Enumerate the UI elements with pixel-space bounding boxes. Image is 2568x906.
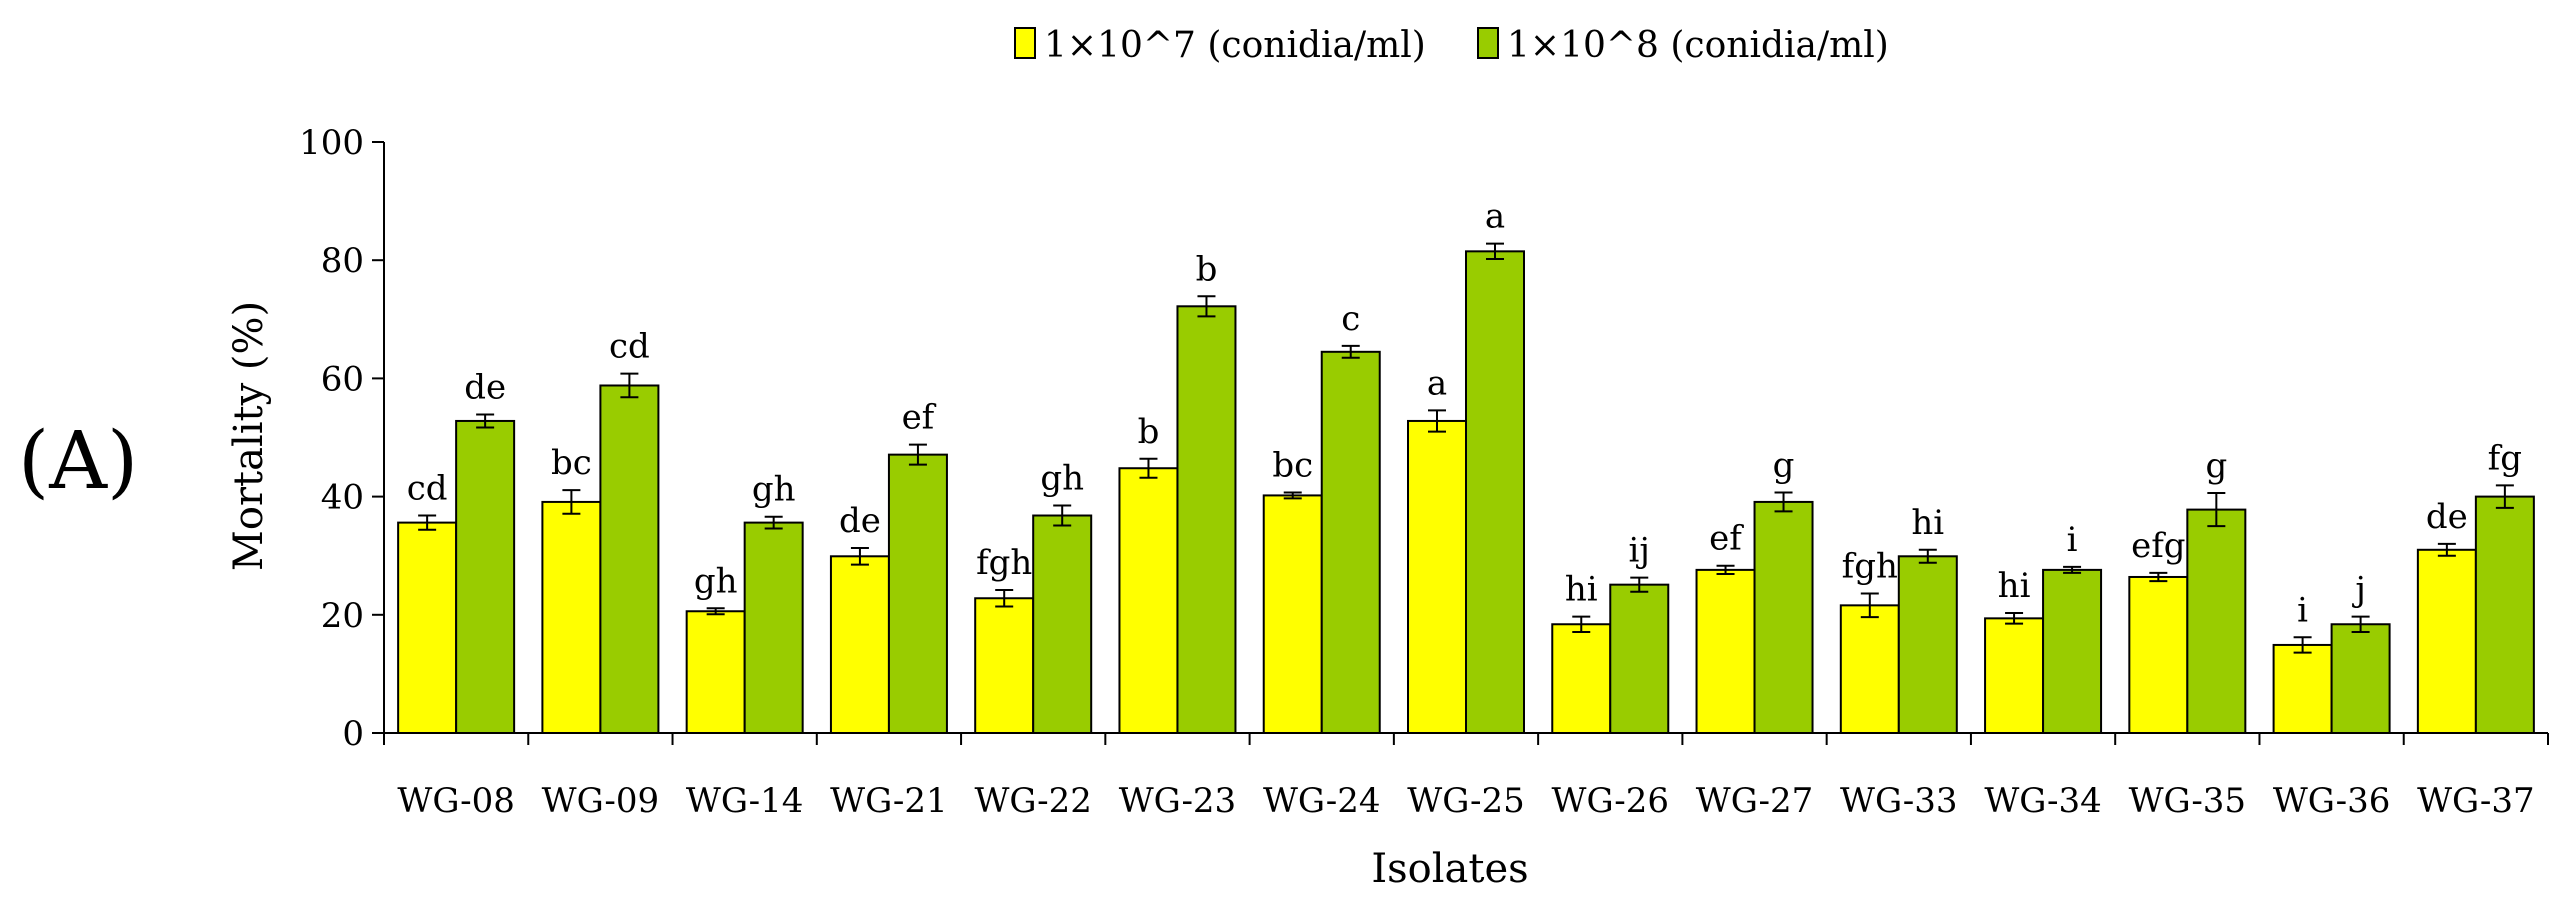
x-axis-title: Isolates [1371,846,1528,892]
bar-series-1 [974,597,1035,735]
significance-letter: bc [1272,445,1313,485]
x-tick-label: WG-36 [2273,781,2391,821]
bar-series-2 [455,419,516,734]
bar-series-1 [1839,604,1900,734]
bar-series-2 [2042,568,2103,734]
significance-letter: i [2067,520,2078,560]
x-tick-label: WG-09 [542,781,660,821]
bar-series-2 [1320,350,1381,734]
bar-series-2 [1753,500,1814,734]
x-tick-label: WG-37 [2417,781,2535,821]
y-tick-label: 100 [299,123,364,163]
bar-series-1 [397,521,458,734]
bar-series-2 [1176,305,1237,734]
bar-series-2 [1897,555,1958,735]
bar-series-2 [1465,250,1525,735]
significance-letter: hi [1565,570,1598,610]
x-tick-label: WG-34 [1984,781,2102,821]
significance-letter: cd [609,327,650,367]
legend-label-series-2: 1×10^8 (conidia/ml) [1507,25,1889,66]
significance-letter: a [1427,363,1447,403]
bar-series-1 [1984,617,2045,735]
y-tick-label: 20 [321,596,364,636]
significance-letter: i [2297,590,2308,630]
legend-swatch-series-1 [1014,27,1036,59]
significance-letter: efg [2131,526,2185,566]
bar-series-2 [743,521,804,734]
bar-series-1 [1118,467,1179,734]
significance-letter: de [2426,497,2468,537]
significance-letter: fg [2488,438,2522,478]
bar-series-1 [1551,623,1612,734]
significance-letter: de [839,501,881,541]
significance-letter: gh [694,561,738,601]
significance-letter: gh [1040,458,1084,498]
significance-letter: hi [1911,503,1944,543]
panel-label: (A) [18,414,138,507]
significance-letter: ef [902,398,937,438]
x-tick-label: WG-26 [1552,781,1670,821]
significance-letter: bc [551,443,592,483]
y-axis-title: Mortality (%) [226,301,272,571]
bar-series-2 [1609,583,1670,734]
bar-series-2 [599,384,660,734]
x-tick-label: WG-25 [1407,781,1525,821]
legend-label-series-1: 1×10^7 (conidia/ml) [1044,25,1426,66]
x-tick-label: WG-23 [1119,781,1237,821]
bar-series-2 [2330,623,2391,734]
significance-letter: fgh [976,543,1032,583]
significance-letter: b [1196,249,1218,289]
bar-series-1 [685,610,746,735]
bar-series-2 [2474,495,2535,734]
bar-series-1 [1262,494,1323,734]
x-tick-label: WG-24 [1263,781,1381,821]
bar-series-1 [2128,575,2189,735]
significance-letter: cd [407,469,448,509]
x-tick-label: WG-22 [974,781,1092,821]
y-tick-label: 60 [321,359,364,399]
significance-letter: g [1773,445,1795,485]
bar-series-1 [829,555,890,735]
significance-letter: ef [1709,519,1744,559]
significance-letter: gh [752,470,796,510]
significance-letter: ij [1629,531,1650,571]
legend-swatch-series-2 [1477,27,1499,59]
x-tick-label: WG-27 [1696,781,1814,821]
significance-letter: fgh [1842,547,1898,587]
x-tick-label: WG-14 [686,781,804,821]
plot-area: 020406080100WG-08cddeWG-09bccdWG-14ghghW… [299,123,2549,821]
bar-series-1 [1407,419,1467,734]
y-tick-label: 0 [342,714,364,754]
significance-letter: a [1485,197,1505,237]
bar-series-2 [887,453,948,734]
y-tick-label: 80 [321,241,364,281]
significance-letter: hi [1998,566,2031,606]
significance-letter: de [464,367,506,407]
significance-letter: c [1341,299,1360,339]
significance-letter: b [1138,412,1160,452]
x-tick-label: WG-08 [397,781,515,821]
bar-series-1 [541,500,602,734]
bar-series-1 [2272,643,2333,734]
significance-letter: g [2205,446,2227,486]
legend: 1×10^7 (conidia/ml) 1×10^8 (conidia/ml) [1014,25,1889,66]
bar-series-2 [1032,514,1093,735]
y-tick-label: 40 [321,478,364,518]
significance-letter: j [2351,570,2366,610]
bar-series-1 [1695,568,1756,734]
bar-series-2 [2186,508,2247,734]
x-tick-label: WG-35 [2129,781,2247,821]
x-tick-label: WG-21 [830,781,948,821]
x-tick-label: WG-33 [1840,781,1958,821]
bar-series-1 [2416,548,2477,734]
